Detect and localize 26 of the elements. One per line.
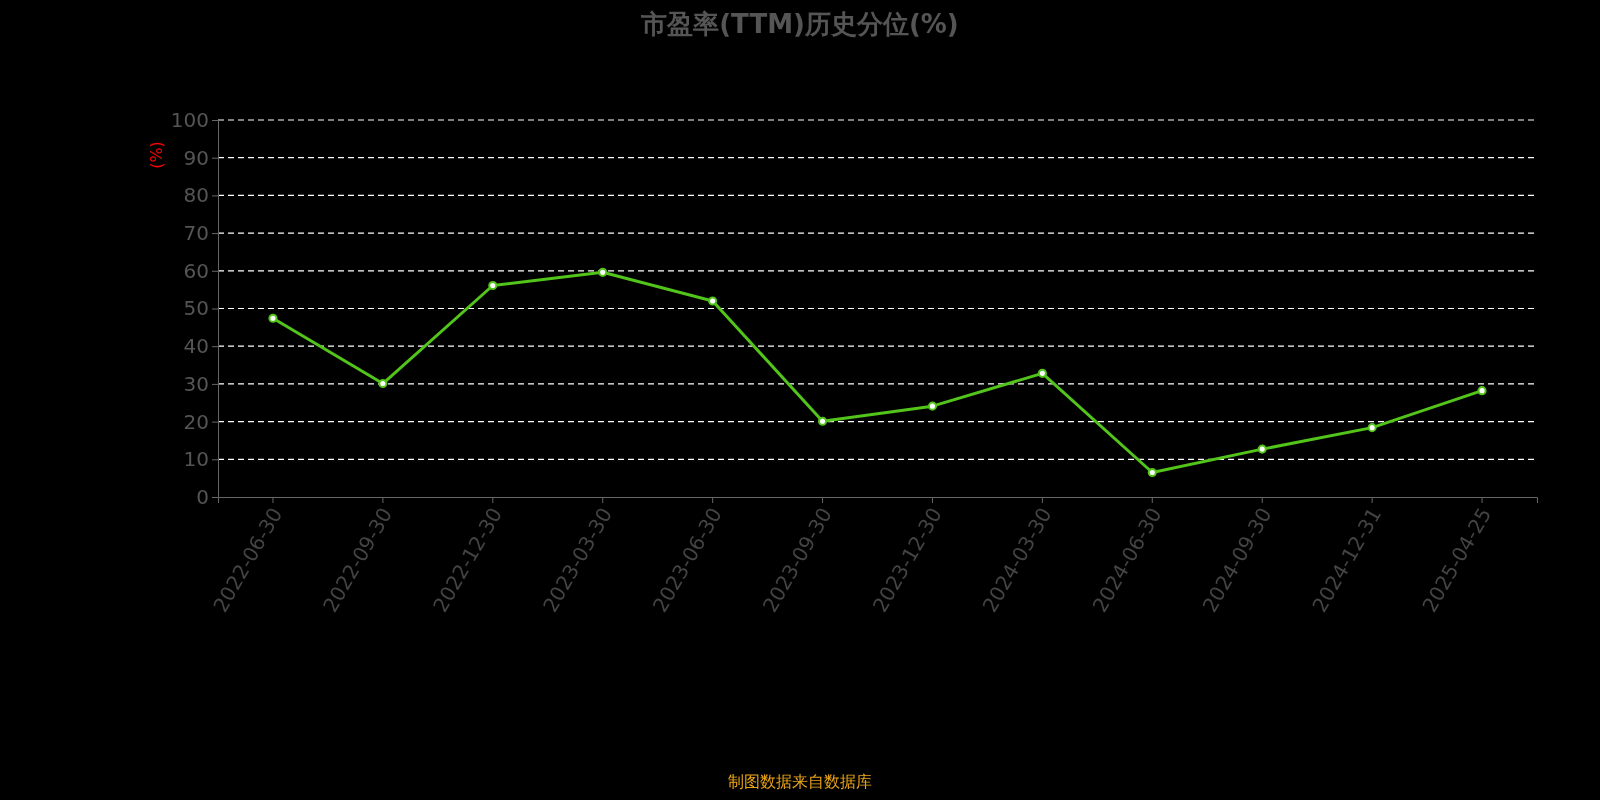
y-tick-label: 40 xyxy=(183,334,209,359)
y-tick-label: 0 xyxy=(196,484,209,509)
y-tick-label: 80 xyxy=(183,183,209,208)
point xyxy=(817,416,828,426)
point xyxy=(1037,368,1047,378)
y-tick-label: 30 xyxy=(183,371,209,396)
y-tick-label: 70 xyxy=(183,221,209,245)
y-tick-label: 60 xyxy=(183,258,209,283)
point xyxy=(708,296,718,306)
text: 制图数据来自数据库 xyxy=(728,772,872,791)
y-tick-label: 50 xyxy=(183,296,209,321)
point xyxy=(378,378,388,389)
point xyxy=(927,401,938,411)
point xyxy=(1257,444,1267,454)
point xyxy=(488,280,498,291)
point xyxy=(1147,467,1157,478)
point xyxy=(1477,386,1487,396)
point xyxy=(1367,423,1377,433)
y-tick-label: 90 xyxy=(183,145,209,170)
point xyxy=(598,267,608,277)
point xyxy=(268,313,278,323)
y-tick-label: 20 xyxy=(183,409,209,434)
y-tick-label: 100 xyxy=(170,107,209,132)
chart-title: 市盈率(TTM)历史分位(%) xyxy=(640,9,959,39)
y-axis-title: (%) xyxy=(147,141,166,169)
y-tick-label: 10 xyxy=(183,447,209,472)
